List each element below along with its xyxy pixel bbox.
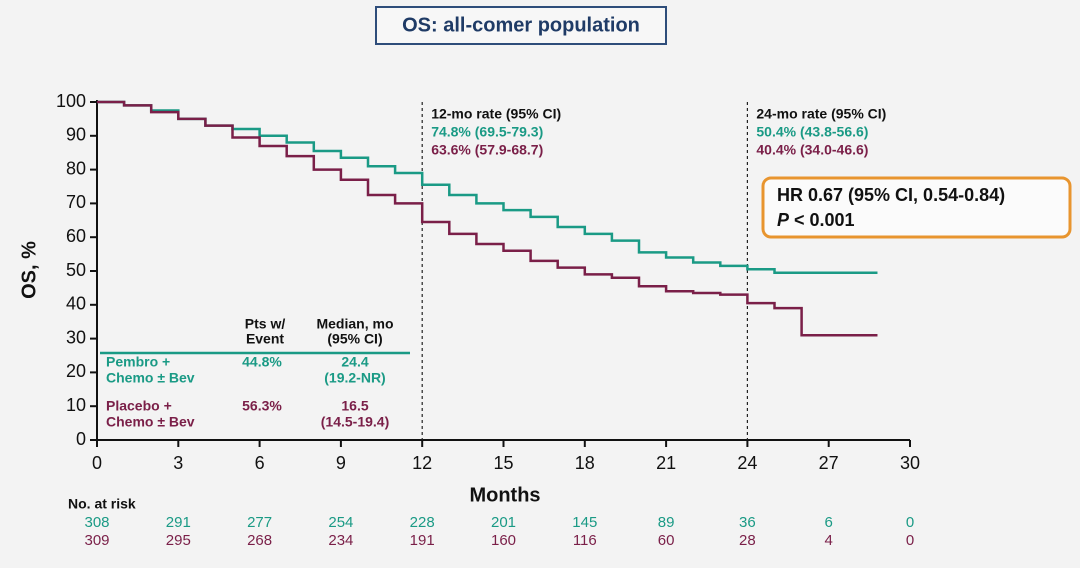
risk-count: 277: [247, 514, 272, 531]
y-tick-label: 100: [56, 91, 86, 111]
risk-count: 145: [572, 514, 597, 531]
row-event: 44.8%: [242, 354, 282, 370]
risk-count: 160: [491, 532, 516, 549]
x-tick-label: 9: [336, 453, 346, 473]
row-label: Chemo ± Bev: [106, 414, 195, 430]
x-tick-label: 15: [493, 453, 513, 473]
risk-count: 291: [166, 514, 191, 531]
annotation: 24-mo rate (95% CI): [756, 106, 886, 122]
row-label: Chemo ± Bev: [106, 370, 195, 386]
annotation: 12-mo rate (95% CI): [431, 106, 561, 122]
table-header: Event: [246, 331, 284, 347]
row-median: 16.5: [341, 398, 368, 414]
x-tick-label: 3: [173, 453, 183, 473]
chart-title: OS: all-comer population: [402, 14, 640, 36]
row-event: 56.3%: [242, 398, 282, 414]
p-label: P: [777, 210, 790, 230]
risk-count: 234: [328, 532, 353, 549]
annotation: 74.8% (69.5-79.3): [431, 124, 543, 140]
risk-count: 201: [491, 514, 516, 531]
risk-count: 295: [166, 532, 191, 549]
y-tick-label: 40: [66, 294, 86, 314]
hr-box: [761, 176, 1072, 239]
risk-count: 6: [825, 514, 833, 531]
x-tick-label: 0: [92, 453, 102, 473]
y-tick-label: 90: [66, 125, 86, 145]
annotation: 63.6% (57.9-68.7): [431, 142, 543, 158]
y-tick-label: 60: [66, 226, 86, 246]
risk-count: 60: [658, 532, 675, 549]
y-tick-label: 0: [76, 429, 86, 449]
row-label: Placebo +: [106, 398, 172, 414]
risk-title: No. at risk: [68, 496, 136, 512]
y-tick-label: 70: [66, 192, 86, 212]
risk-count: 228: [410, 514, 435, 531]
table-header: Pts w/: [245, 316, 286, 332]
row-median: 24.4: [341, 354, 368, 370]
risk-count: 0: [906, 532, 914, 549]
y-tick-label: 20: [66, 361, 86, 381]
risk-count: 309: [84, 532, 109, 549]
title-box: [375, 6, 667, 45]
risk-count: 36: [739, 514, 756, 531]
survival-curve: [97, 100, 878, 337]
x-tick-label: 27: [819, 453, 839, 473]
risk-count: 0: [906, 514, 914, 531]
risk-count: 4: [825, 532, 833, 549]
risk-count: 116: [573, 532, 597, 549]
x-tick-label: 30: [900, 453, 920, 473]
row-median: (19.2-NR): [324, 370, 385, 386]
x-tick-label: 12: [412, 453, 432, 473]
annotation: 50.4% (43.8-56.6): [756, 124, 868, 140]
risk-count: 89: [658, 514, 675, 531]
x-tick-label: 18: [575, 453, 595, 473]
y-tick-label: 80: [66, 158, 86, 178]
annotation: 40.4% (34.0-46.6): [756, 142, 868, 158]
x-axis-label: Months: [469, 484, 540, 506]
hr-text: HR 0.67 (95% CI, 0.54-0.84): [777, 185, 1005, 205]
p-value: < 0.001: [794, 210, 855, 230]
x-tick-label: 24: [737, 453, 757, 473]
y-tick-label: 30: [66, 327, 86, 347]
risk-count: 28: [739, 532, 756, 549]
y-axis-label: OS, %: [18, 241, 40, 299]
row-median: (14.5-19.4): [321, 414, 389, 430]
y-tick-label: 50: [66, 260, 86, 280]
table-header: Median, mo: [316, 316, 393, 332]
x-tick-label: 21: [656, 453, 676, 473]
risk-count: 308: [84, 514, 109, 531]
row-label: Pembro +: [106, 354, 170, 370]
y-tick-label: 10: [66, 395, 86, 415]
x-tick-label: 6: [255, 453, 265, 473]
risk-count: 191: [410, 532, 435, 549]
risk-count: 254: [328, 514, 353, 531]
risk-count: 268: [247, 532, 272, 549]
table-header: (95% CI): [327, 331, 382, 347]
